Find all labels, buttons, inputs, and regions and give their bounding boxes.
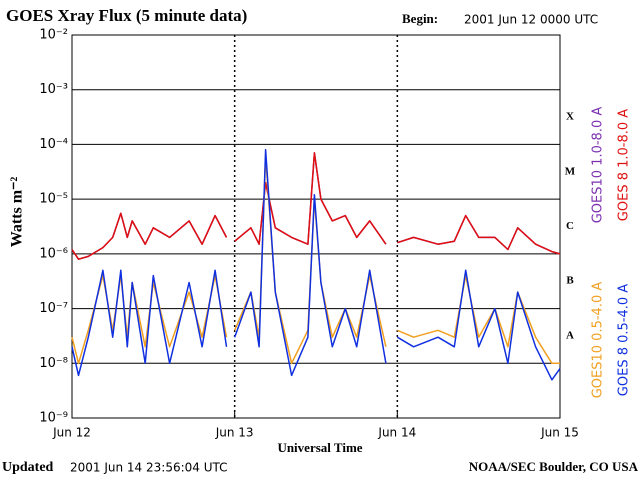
x-tick-label: Jun 13 bbox=[215, 426, 254, 440]
legend-entry: GOES10 0.5-4.0 A bbox=[591, 282, 606, 399]
class-label: A bbox=[566, 329, 574, 341]
begin-value: 2001 Jun 12 0000 UTC bbox=[464, 13, 598, 27]
legend-entry: GOES 8 1.0-8.0 A bbox=[617, 109, 632, 221]
y-tick-label: 10⁻⁷ bbox=[39, 301, 68, 316]
source: NOAA/SEC Boulder, CO USA bbox=[469, 459, 639, 474]
y-axis-label: Watts m⁻² bbox=[9, 177, 26, 248]
class-label: C bbox=[566, 220, 574, 232]
y-tick-label: 10⁻⁶ bbox=[39, 246, 68, 261]
series-line bbox=[71, 152, 561, 260]
x-tick-label: Jun 15 bbox=[540, 426, 579, 440]
y-tick-label: 10⁻⁵ bbox=[39, 192, 68, 207]
x-tick-label: Jun 14 bbox=[377, 426, 416, 440]
class-label: M bbox=[565, 165, 576, 177]
x-tick-label: Jun 12 bbox=[52, 426, 91, 440]
series-line bbox=[71, 155, 560, 365]
y-tick-label: 10⁻⁸ bbox=[39, 356, 68, 371]
legend-entry: GOES10 1.0-8.0 A bbox=[591, 107, 606, 224]
class-label: X bbox=[566, 111, 574, 123]
chart-title: GOES Xray Flux (5 minute data) bbox=[6, 6, 247, 25]
updated-label: Updated bbox=[2, 460, 54, 475]
updated-value: 2001 Jun 14 23:56:04 UTC bbox=[70, 461, 228, 475]
legend-entry: GOES 8 0.5-4.0 A bbox=[617, 284, 632, 396]
x-axis-label: Universal Time bbox=[277, 440, 362, 455]
class-label: B bbox=[566, 275, 574, 287]
y-tick-label: 10⁻⁴ bbox=[39, 137, 68, 152]
y-tick-label: 10⁻⁹ bbox=[39, 411, 68, 426]
series-line bbox=[71, 148, 561, 381]
begin-label: Begin: bbox=[402, 11, 438, 26]
y-tick-label: 10⁻² bbox=[39, 28, 68, 43]
y-tick-label: 10⁻³ bbox=[39, 82, 68, 97]
